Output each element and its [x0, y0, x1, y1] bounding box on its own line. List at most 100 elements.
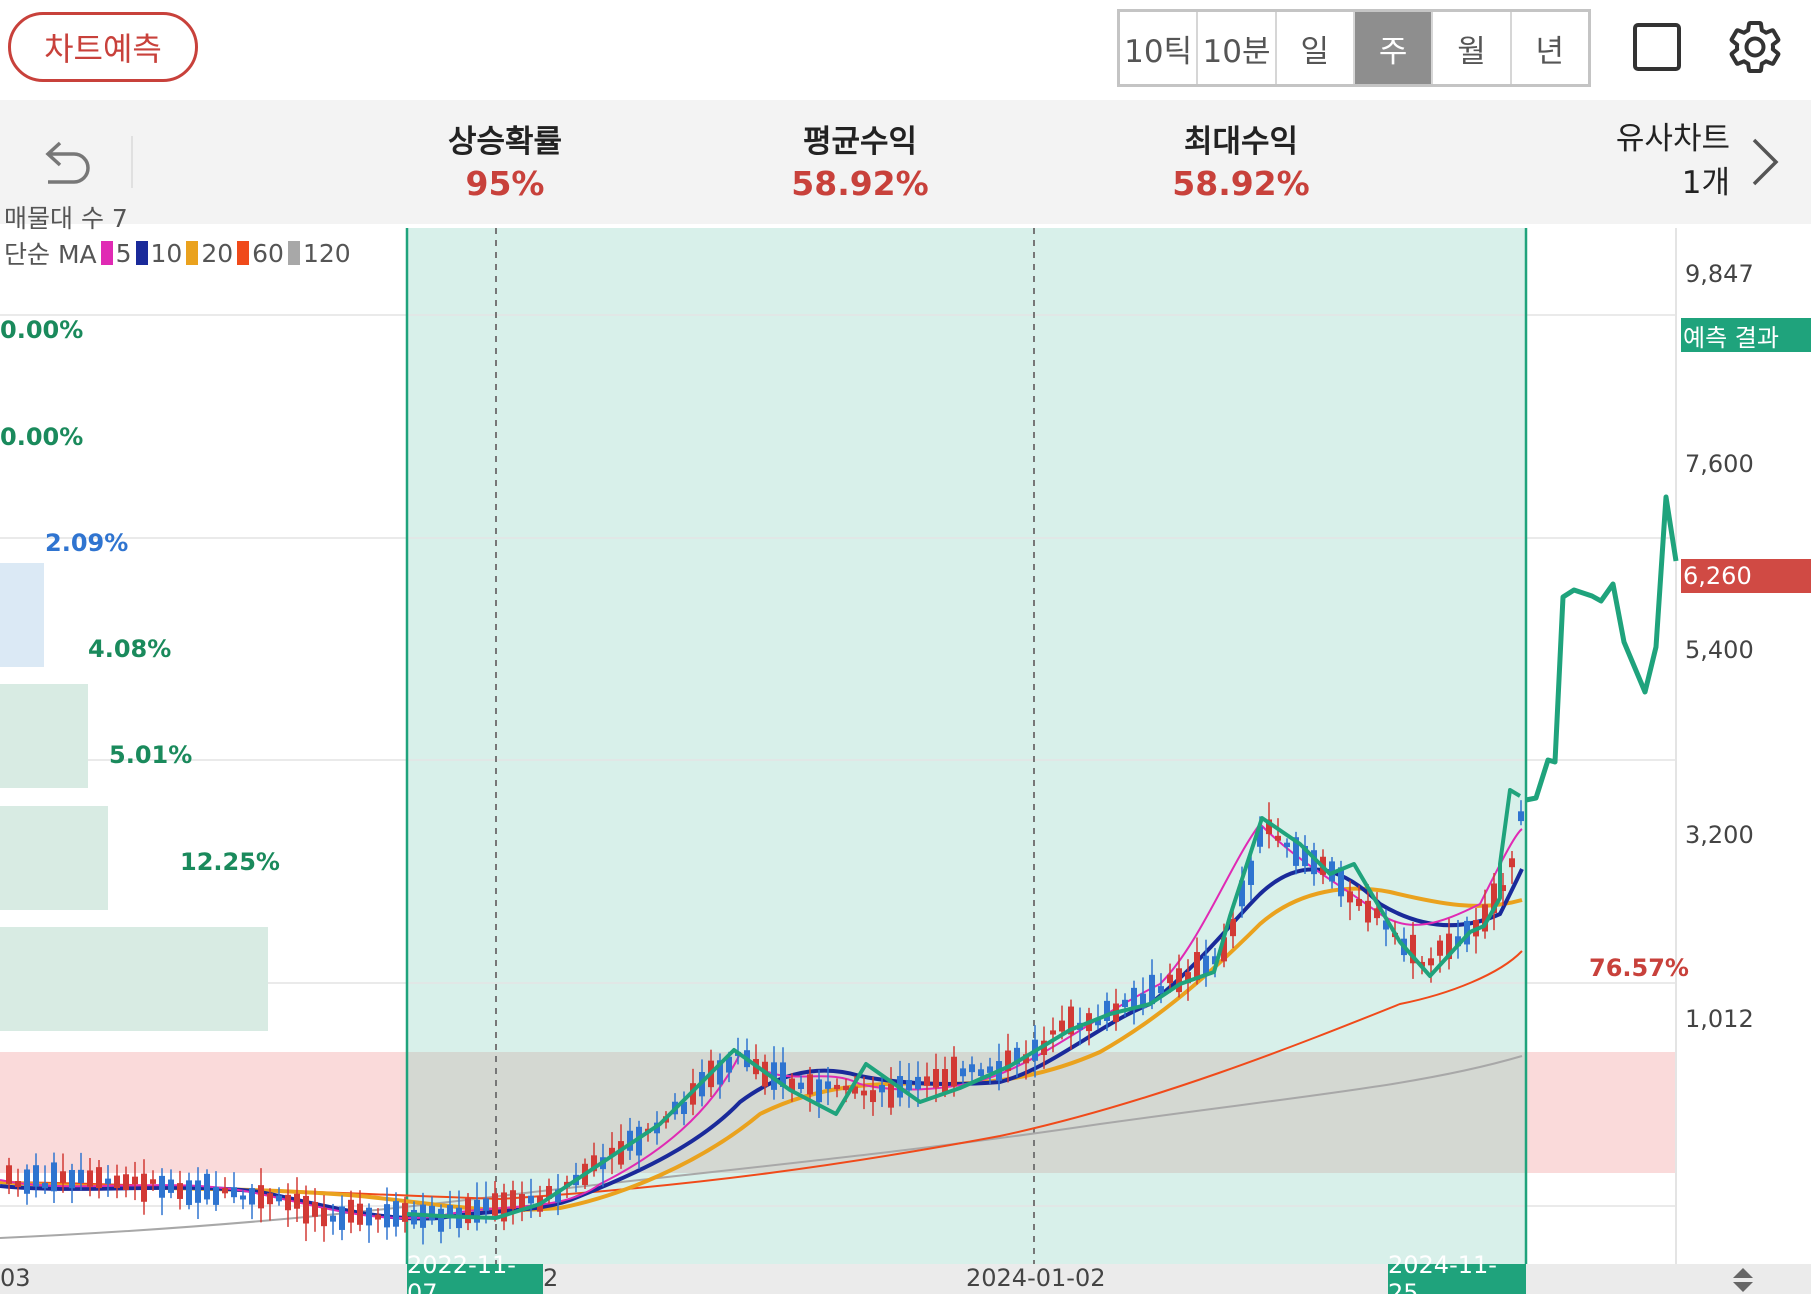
period-tab-week[interactable]: 주: [1354, 12, 1434, 84]
chevron-right-icon: [1752, 138, 1779, 186]
candle-body: [87, 1170, 93, 1187]
pattern-end-date-badge: 2024-11-25: [1388, 1251, 1526, 1307]
candle-body: [384, 1204, 390, 1228]
candle-body: [276, 1195, 282, 1202]
candle-body: [1131, 987, 1137, 1008]
candle-body: [1437, 940, 1443, 956]
candle-body: [555, 1189, 561, 1203]
candle-body: [1158, 986, 1164, 994]
average-return-stat: 평균수익 58.92%: [765, 122, 955, 206]
rise-probability-label: 상승확률: [447, 124, 563, 160]
candle-body: [1428, 958, 1434, 966]
candle-body: [1140, 993, 1146, 1009]
candle-body: [627, 1130, 633, 1151]
period-tab-10min[interactable]: 10분: [1198, 12, 1277, 84]
candle-body: [501, 1192, 507, 1222]
period-tab-month[interactable]: 월: [1433, 12, 1512, 84]
rise-probability-stat: 상승확률 95%: [410, 122, 600, 206]
candle-body: [1293, 837, 1299, 866]
candle-body: [1023, 1054, 1029, 1064]
fullscreen-button[interactable]: [1632, 22, 1682, 72]
candle-body: [168, 1179, 174, 1193]
top-toolbar: 차트예측 10틱 10분 일 주 월 년: [0, 0, 1811, 100]
candle-body: [1455, 936, 1461, 947]
candle-body: [1014, 1047, 1020, 1065]
ma-20-label: 20: [201, 238, 234, 268]
volume-profile-pct: 4.08%: [88, 635, 172, 663]
ma-5-swatch: [100, 241, 113, 265]
sort-arrows-icon[interactable]: [1729, 1266, 1757, 1294]
volume-profile-pct: 76.57%: [1589, 954, 1689, 982]
ma-120-swatch: [287, 241, 300, 265]
divider: [131, 136, 133, 188]
candle-body: [447, 1205, 453, 1219]
next-similar-button[interactable]: [1748, 136, 1782, 188]
max-return-stat: 최대수익 58.92%: [1146, 122, 1336, 206]
candle-body: [393, 1201, 399, 1227]
current-price-badge: 6,260: [1681, 559, 1811, 593]
candle-body: [402, 1203, 408, 1222]
candle-body: [114, 1175, 120, 1189]
candle-body: [1365, 900, 1371, 923]
candle-body: [438, 1208, 444, 1232]
undo-icon: [45, 141, 90, 184]
max-return-label: 최대수익: [1183, 124, 1299, 160]
ma-120-line: [0, 1055, 1523, 1239]
candle-body: [717, 1060, 723, 1085]
candle-body: [195, 1180, 201, 1203]
candle-body: [1284, 842, 1290, 848]
candle-body: [834, 1084, 840, 1090]
candle-body: [42, 1182, 48, 1189]
candle-body: [474, 1199, 480, 1223]
chart-predict-button[interactable]: 차트예측: [8, 12, 198, 82]
settings-button[interactable]: [1725, 17, 1785, 77]
y-axis-tick: 7,600: [1685, 450, 1754, 478]
price-chart[interactable]: 매물대 수 7 단순 MA 5 10 20 60 120 0.00% 0.00%…: [0, 204, 1811, 1307]
candle-body: [1482, 904, 1488, 932]
candle-body: [294, 1193, 300, 1209]
candle-body: [1050, 1030, 1056, 1035]
candle-body: [159, 1175, 165, 1198]
volume-profile-pct: 12.25%: [180, 848, 280, 876]
candle-body: [132, 1176, 138, 1185]
candle-body: [807, 1074, 813, 1095]
candle-body: [51, 1162, 57, 1192]
period-tab-10tick[interactable]: 10틱: [1120, 12, 1199, 84]
candle-body: [33, 1165, 39, 1187]
candle-body: [150, 1179, 156, 1184]
x-axis-strip: [0, 1264, 1811, 1294]
candle-body: [1239, 880, 1245, 907]
candle-body: [1311, 850, 1317, 875]
candle-body: [870, 1090, 876, 1103]
period-selector: 10틱 10분 일 주 월 년: [1117, 9, 1591, 87]
candle-body: [1068, 1006, 1074, 1035]
average-return-label: 평균수익: [802, 124, 918, 160]
period-tab-year[interactable]: 년: [1535, 33, 1565, 70]
candle-body: [843, 1085, 849, 1091]
candle-body: [1059, 1020, 1065, 1032]
candle-body: [141, 1173, 147, 1202]
candle-body: [96, 1167, 102, 1189]
candle-body: [258, 1185, 264, 1209]
undo-button[interactable]: [34, 130, 94, 190]
volume-profile-bar: [0, 684, 88, 788]
candle-body: [1518, 811, 1524, 822]
candle-body: [465, 1198, 471, 1224]
candle-body: [1185, 972, 1191, 984]
candle-body: [1104, 1000, 1110, 1022]
candle-body: [1491, 883, 1497, 914]
candle-body: [906, 1079, 912, 1091]
candle-body: [1356, 899, 1362, 907]
candle-body: [1257, 826, 1263, 847]
x-axis-label: 2024-01-02: [966, 1264, 1106, 1292]
ma-legend-title: 단순 MA: [4, 240, 97, 269]
period-tab-day[interactable]: 일: [1277, 12, 1355, 84]
candle-body: [357, 1203, 363, 1225]
candle-body: [303, 1195, 309, 1224]
similar-charts[interactable]: 유사차트 1개: [1580, 118, 1730, 206]
candle-body: [951, 1056, 957, 1087]
candle-body: [78, 1169, 84, 1183]
chart-canvas[interactable]: [0, 224, 1811, 1294]
candle-body: [789, 1078, 795, 1092]
candle-body: [1500, 885, 1506, 892]
